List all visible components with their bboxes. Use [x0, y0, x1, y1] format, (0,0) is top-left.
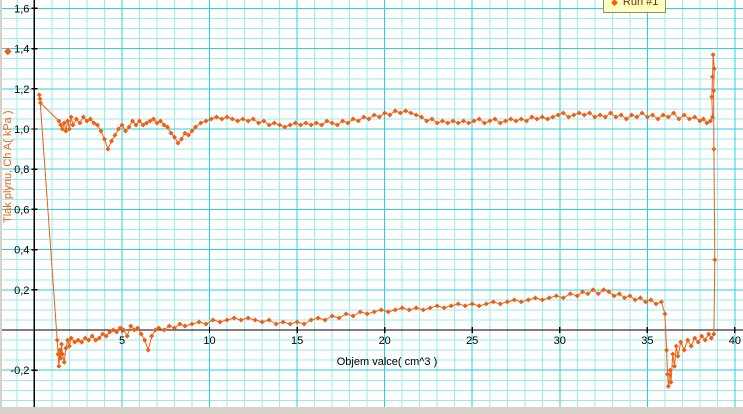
x-axis-label[interactable]: Objem valce( cm^3 ) — [336, 356, 438, 368]
svg-text:5: 5 — [119, 335, 125, 347]
svg-text:1,6: 1,6 — [14, 3, 29, 15]
svg-text:20: 20 — [379, 335, 391, 347]
legend-run1[interactable]: ◆ Run #1 — [603, 0, 667, 13]
svg-text:40: 40 — [729, 335, 741, 347]
svg-text:0,4: 0,4 — [14, 245, 29, 257]
svg-text:30: 30 — [554, 335, 566, 347]
svg-text:35: 35 — [641, 335, 653, 347]
svg-text:0,6: 0,6 — [14, 204, 29, 216]
svg-text:-0,2: -0,2 — [10, 365, 29, 377]
legend-diamond-icon: ◆ — [611, 0, 618, 7]
svg-text:1,4: 1,4 — [14, 44, 29, 56]
svg-text:1,2: 1,2 — [14, 84, 29, 96]
series-diamond-icon: ◆ — [4, 46, 12, 57]
svg-text:10: 10 — [203, 335, 215, 347]
svg-text:0,8: 0,8 — [14, 164, 29, 176]
y-axis-label[interactable]: Tlak plynu, Ch A( kPa ) — [2, 110, 14, 224]
svg-text:0,2: 0,2 — [14, 285, 29, 297]
svg-text:1,0: 1,0 — [14, 124, 29, 136]
legend-label: Run #1 — [622, 0, 659, 8]
svg-text:25: 25 — [466, 335, 478, 347]
svg-text:15: 15 — [291, 335, 303, 347]
